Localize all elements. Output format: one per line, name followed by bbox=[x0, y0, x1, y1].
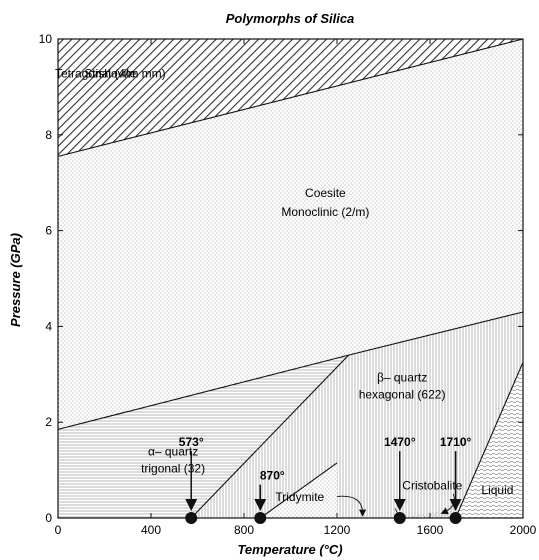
region-label-cristobalite: Cristobalite bbox=[402, 478, 462, 492]
alpha-quartz-region-fill bbox=[58, 355, 349, 518]
region-label-alpha-quartz: α– quartz bbox=[148, 445, 198, 459]
transition-point-label: 573° bbox=[179, 435, 204, 449]
region-label-stishovite: Stishovite bbox=[84, 66, 136, 80]
boundary-quartz-tridymite bbox=[259, 462, 338, 519]
phase-regions bbox=[58, 39, 523, 518]
transition-point-label: 870° bbox=[260, 469, 285, 483]
plot-frame bbox=[57, 38, 524, 519]
chart-title: Polymorphs of Silica bbox=[226, 11, 355, 26]
x-tick-label: 400 bbox=[141, 523, 161, 537]
x-tick-label: 800 bbox=[234, 523, 254, 537]
axes: 0 400 800 1200 1600 2000 0 2 4 6 8 10 bbox=[39, 32, 537, 537]
region-label-liquid: Liquid bbox=[481, 483, 513, 497]
beta-quartz-region-fill bbox=[191, 312, 523, 518]
region-sublabel-beta-quartz: hexagonal (622) bbox=[359, 387, 446, 401]
region-sublabel-alpha-quartz: trigonal (32) bbox=[141, 461, 205, 475]
x-tick-label: 0 bbox=[55, 523, 62, 537]
x-axis-label: Temperature (°C) bbox=[237, 542, 342, 557]
transition-markers: 573° 870° 1470° 1710° bbox=[179, 435, 472, 524]
region-label-beta-quartz: β– quartz bbox=[377, 370, 427, 384]
tridymite-arrow bbox=[336, 495, 367, 517]
y-tick-label: 6 bbox=[45, 224, 52, 238]
boundary-stishovite-coesite bbox=[57, 38, 524, 157]
region-sublabel-stishovite: Tetragonal (4/m mm) bbox=[55, 66, 166, 80]
y-tick-label: 0 bbox=[45, 511, 52, 525]
region-sublabel-coesite: Monoclinic (2/m) bbox=[281, 205, 369, 219]
y-axis-label: Pressure (GPa) bbox=[8, 233, 23, 327]
region-label-coesite: Coesite bbox=[305, 186, 346, 200]
x-tick-label: 2000 bbox=[510, 523, 537, 537]
boundary-beta-quartz-liquid bbox=[455, 362, 524, 519]
transition-point-label: 1470° bbox=[384, 435, 416, 449]
y-tick-label: 10 bbox=[39, 32, 53, 46]
region-label-tridymite: Tridymite bbox=[275, 490, 324, 504]
y-tick-label: 4 bbox=[45, 319, 52, 333]
y-tick-label: 2 bbox=[45, 415, 52, 429]
x-tick-label: 1600 bbox=[417, 523, 444, 537]
y-tick-label: 8 bbox=[45, 128, 52, 142]
boundary-alpha-beta-quartz bbox=[190, 354, 349, 519]
x-tick-label: 1200 bbox=[324, 523, 351, 537]
phase-boundaries bbox=[57, 38, 524, 519]
transition-point-label: 1710° bbox=[440, 435, 472, 449]
transition-point-marker bbox=[254, 512, 267, 524]
transition-point-marker bbox=[449, 512, 462, 524]
transition-point-marker bbox=[185, 512, 198, 524]
transition-point-marker bbox=[393, 512, 406, 524]
